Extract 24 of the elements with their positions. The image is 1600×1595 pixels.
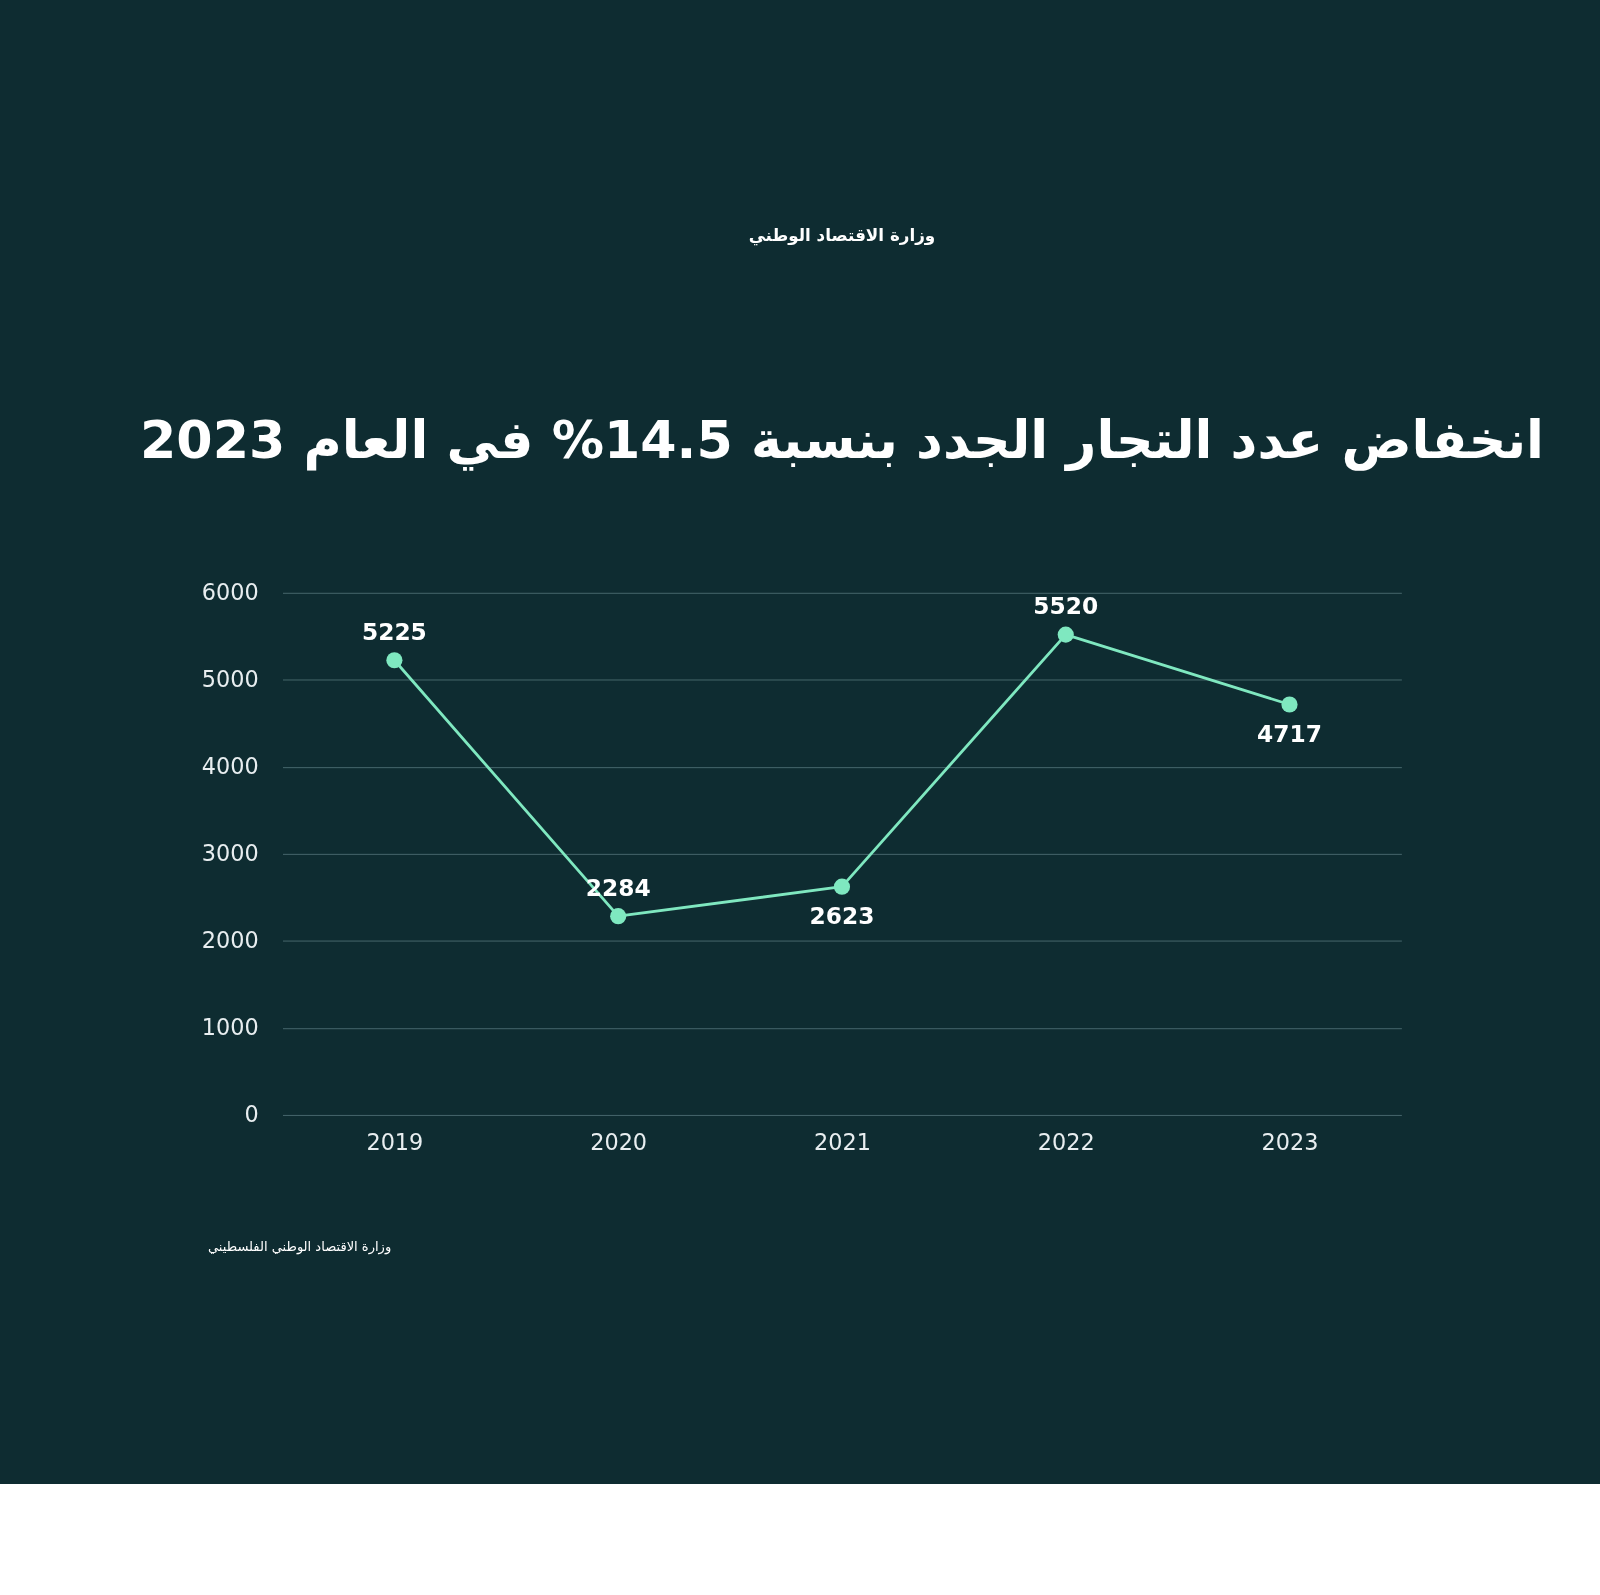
point: [1281, 696, 1298, 713]
text: وزارة الاقتصاد الوطني: [748, 225, 936, 247]
y-tick-label: 0: [244, 1100, 259, 1127]
data-label: 2623: [809, 901, 875, 929]
data-label: 4717: [1257, 719, 1322, 747]
x-tick-label: 2021: [813, 1128, 871, 1155]
x-tick-label: 2020: [590, 1128, 648, 1155]
point: [833, 878, 851, 895]
data-label: 5520: [1033, 592, 1099, 620]
y-tick-label: 3000: [201, 839, 259, 866]
data-label: 5225: [361, 617, 427, 645]
point: [1057, 626, 1074, 643]
x-tick-label: 2019: [366, 1128, 424, 1155]
y-tick-label: 2000: [201, 926, 259, 953]
point: [386, 652, 403, 669]
point: [610, 908, 627, 925]
y-tick-label: 1000: [201, 1013, 259, 1040]
text: وزارة الاقتصاد الوطني الفلسطيني: [207, 1239, 392, 1256]
y-tick-label: 4000: [201, 752, 259, 779]
x-tick-label: 2022: [1037, 1128, 1095, 1155]
x-tick-label: 2023: [1261, 1128, 1319, 1155]
y-tick-label: 6000: [201, 578, 259, 605]
y-tick-label: 5000: [201, 665, 259, 692]
chart-title: انخفاض عدد التجار الجدد بنسبة 14.5% في العام 2023: [140, 409, 1544, 471]
